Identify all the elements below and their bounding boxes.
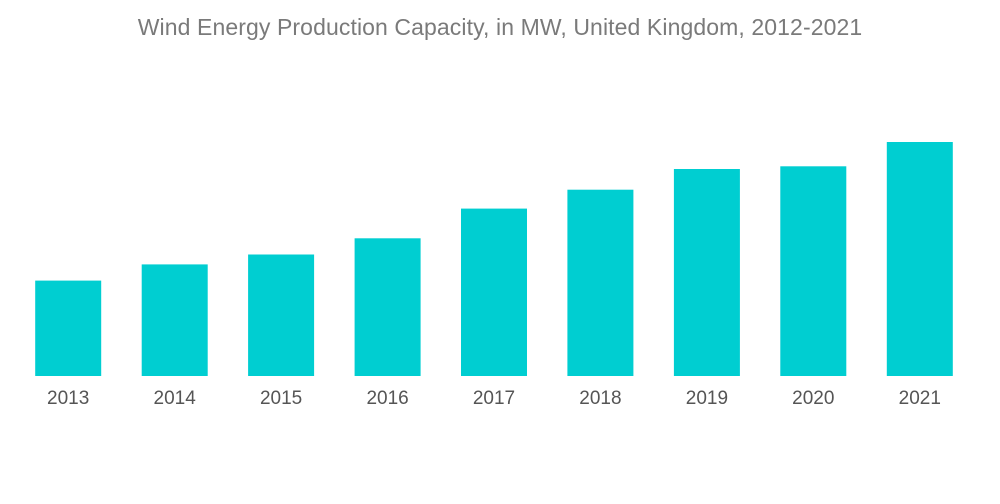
x-tick-label-2021: 2021 (899, 388, 941, 409)
bar-2016 (354, 238, 421, 376)
bar-2017 (461, 208, 527, 376)
bars-group (35, 142, 953, 376)
x-tick-label-2015: 2015 (260, 388, 302, 409)
x-tick-label-2016: 2016 (366, 388, 408, 409)
x-tick-label-2019: 2019 (686, 388, 728, 409)
bar-2020 (780, 166, 847, 376)
x-tick-label-2013: 2013 (47, 388, 89, 409)
x-tick-labels: 2013 2014 2015 2016 2017 2018 2019 2020 2021 (47, 388, 941, 409)
chart-title: Wind Energy Production Capacity, in MW, … (137, 14, 863, 40)
bar-2013 (35, 280, 102, 376)
x-tick-label-2018: 2018 (579, 388, 621, 409)
x-tick-label-2014: 2014 (154, 388, 197, 409)
x-tick-label-2020: 2020 (792, 388, 834, 409)
bar-2021 (886, 142, 953, 376)
bar-2018 (567, 189, 634, 376)
bar-2014 (141, 264, 208, 376)
x-tick-label-2017: 2017 (473, 388, 515, 409)
bar-2019 (673, 169, 740, 376)
bar-2015 (248, 254, 315, 376)
